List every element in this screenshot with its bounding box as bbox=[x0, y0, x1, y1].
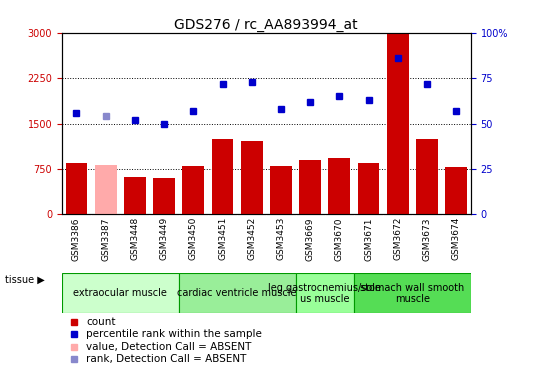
Text: GSM3672: GSM3672 bbox=[393, 217, 402, 261]
Bar bbox=[270, 167, 292, 214]
Bar bbox=[328, 158, 350, 214]
Bar bbox=[153, 178, 175, 214]
Bar bbox=[95, 165, 117, 214]
Text: GSM3386: GSM3386 bbox=[72, 217, 81, 261]
Text: GSM3450: GSM3450 bbox=[189, 217, 198, 261]
Text: GSM3670: GSM3670 bbox=[335, 217, 344, 261]
Bar bbox=[387, 34, 409, 214]
Text: GSM3673: GSM3673 bbox=[422, 217, 431, 261]
Text: GSM3387: GSM3387 bbox=[101, 217, 110, 261]
Text: GSM3451: GSM3451 bbox=[218, 217, 227, 261]
Bar bbox=[124, 177, 146, 214]
Text: GSM3448: GSM3448 bbox=[130, 217, 139, 260]
Bar bbox=[445, 167, 467, 214]
Text: GSM3674: GSM3674 bbox=[451, 217, 461, 261]
Bar bbox=[358, 163, 379, 214]
Bar bbox=[295, 273, 354, 313]
Text: GSM3453: GSM3453 bbox=[277, 217, 286, 261]
Text: value, Detection Call = ABSENT: value, Detection Call = ABSENT bbox=[87, 341, 252, 351]
Text: percentile rank within the sample: percentile rank within the sample bbox=[87, 329, 263, 339]
Bar bbox=[62, 273, 179, 313]
Bar bbox=[179, 273, 295, 313]
Text: tissue ▶: tissue ▶ bbox=[5, 275, 45, 285]
Bar bbox=[299, 160, 321, 214]
Bar bbox=[182, 167, 204, 214]
Text: GSM3452: GSM3452 bbox=[247, 217, 256, 260]
Text: extraocular muscle: extraocular muscle bbox=[73, 288, 167, 298]
Bar bbox=[354, 273, 471, 313]
Bar bbox=[66, 163, 87, 214]
Bar bbox=[240, 141, 263, 214]
Title: GDS276 / rc_AA893994_at: GDS276 / rc_AA893994_at bbox=[174, 18, 358, 32]
Text: GSM3671: GSM3671 bbox=[364, 217, 373, 261]
Text: leg gastrocnemius/sole
us muscle: leg gastrocnemius/sole us muscle bbox=[268, 283, 381, 303]
Bar bbox=[211, 139, 233, 214]
Bar bbox=[416, 139, 438, 214]
Text: GSM3669: GSM3669 bbox=[306, 217, 315, 261]
Text: stomach wall smooth
muscle: stomach wall smooth muscle bbox=[360, 283, 464, 303]
Text: GSM3449: GSM3449 bbox=[160, 217, 168, 260]
Text: rank, Detection Call = ABSENT: rank, Detection Call = ABSENT bbox=[87, 354, 247, 364]
Text: cardiac ventricle muscle: cardiac ventricle muscle bbox=[178, 288, 297, 298]
Text: count: count bbox=[87, 317, 116, 327]
